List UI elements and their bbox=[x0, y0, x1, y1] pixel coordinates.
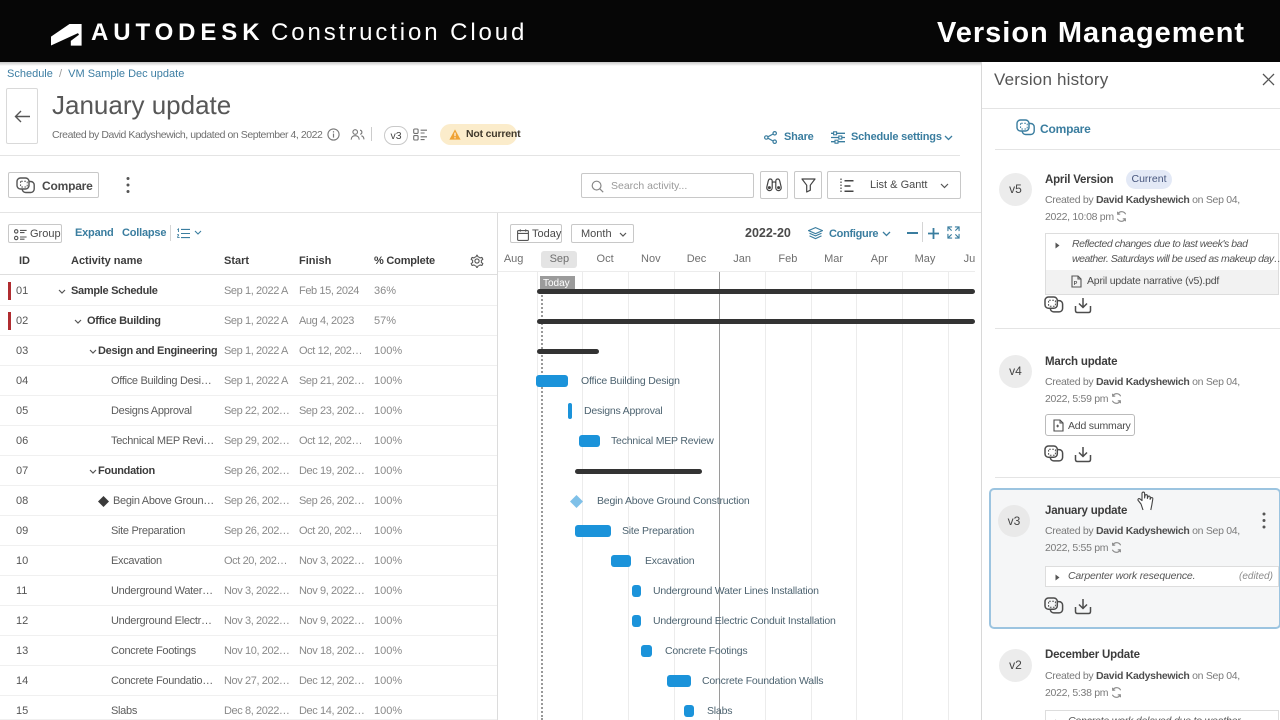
svg-text:P: P bbox=[1074, 281, 1078, 287]
